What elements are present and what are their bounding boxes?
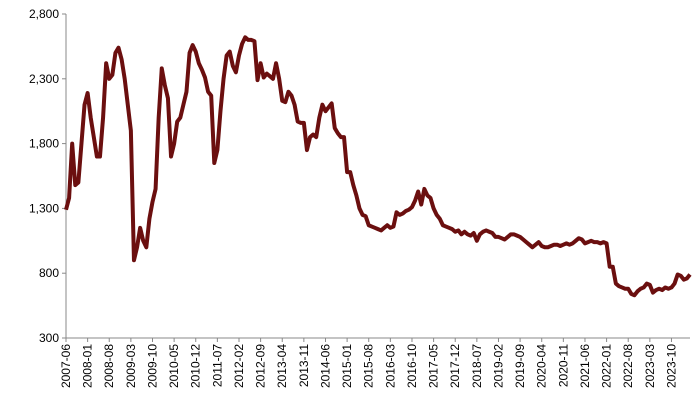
x-tick-label: 2010-12 — [189, 344, 203, 388]
x-tick-label: 2010-05 — [167, 344, 181, 388]
x-tick-label: 2023-10 — [664, 344, 678, 388]
x-tick-label: 2019-09 — [513, 344, 527, 388]
x-tick-label: 2022-08 — [621, 344, 635, 388]
y-tick-label: 1,800 — [29, 137, 59, 151]
x-tick-label: 2013-04 — [275, 344, 289, 388]
x-tick-label: 2014-06 — [318, 344, 332, 388]
x-tick-label: 2022-01 — [600, 344, 614, 388]
y-tick-label: 800 — [39, 266, 59, 280]
x-tick-label: 2015-01 — [340, 344, 354, 388]
x-tick-label: 2009-10 — [145, 344, 159, 388]
x-tick-label: 2008-08 — [102, 344, 116, 388]
y-tick-label: 2,300 — [29, 72, 59, 86]
y-tick-label: 2,800 — [29, 7, 59, 21]
x-tick-label: 2021-06 — [578, 344, 592, 388]
y-tick-label: 300 — [39, 331, 59, 345]
x-tick-label: 2007-06 — [59, 344, 73, 388]
x-tick-label: 2019-02 — [491, 344, 505, 388]
x-tick-label: 2012-09 — [254, 344, 268, 388]
x-tick-label: 2016-10 — [405, 344, 419, 388]
x-tick-label: 2009-03 — [124, 344, 138, 388]
x-tick-label: 2023-03 — [643, 344, 657, 388]
x-tick-label: 2017-12 — [448, 344, 462, 388]
x-tick-label: 2017-05 — [427, 344, 441, 388]
x-tick-label: 2013-11 — [297, 344, 311, 387]
x-tick-label: 2016-03 — [383, 344, 397, 388]
x-tick-label: 2008-01 — [81, 344, 95, 388]
x-tick-label: 2012-02 — [232, 344, 246, 388]
x-tick-label: 2020-11 — [556, 344, 570, 387]
data-line — [64, 35, 692, 298]
x-tick-label: 2020-04 — [535, 344, 549, 388]
y-tick-label: 1,300 — [29, 201, 59, 215]
x-tick-label: 2018-07 — [470, 344, 484, 388]
x-tick-label: 2015-08 — [362, 344, 376, 388]
x-tick-label: 2011-07 — [210, 344, 224, 387]
